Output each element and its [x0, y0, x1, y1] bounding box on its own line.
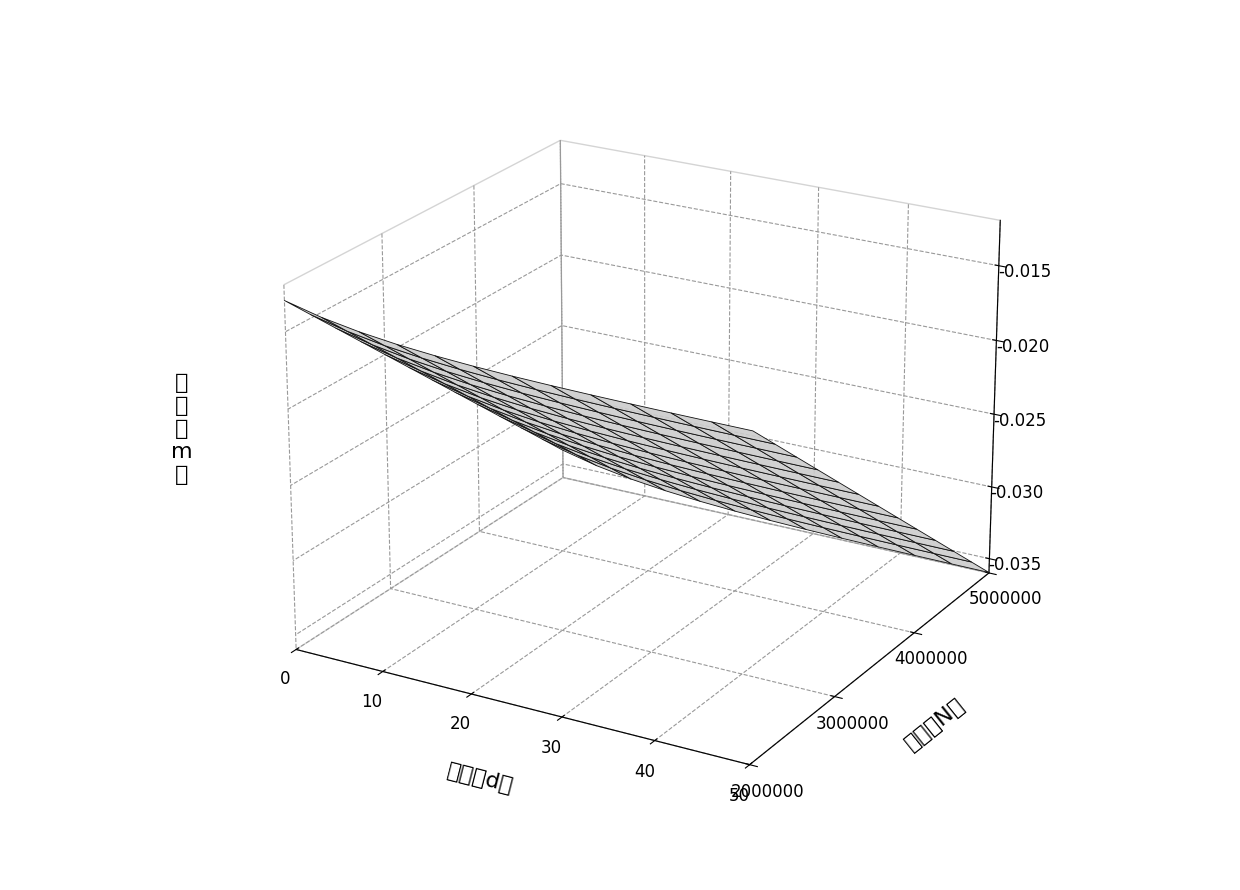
Y-axis label: 载荷（N）: 载荷（N）: [901, 695, 968, 755]
Text: 位
移
（
m
）: 位 移 （ m ）: [171, 373, 193, 485]
X-axis label: 时间（d）: 时间（d）: [445, 761, 516, 797]
